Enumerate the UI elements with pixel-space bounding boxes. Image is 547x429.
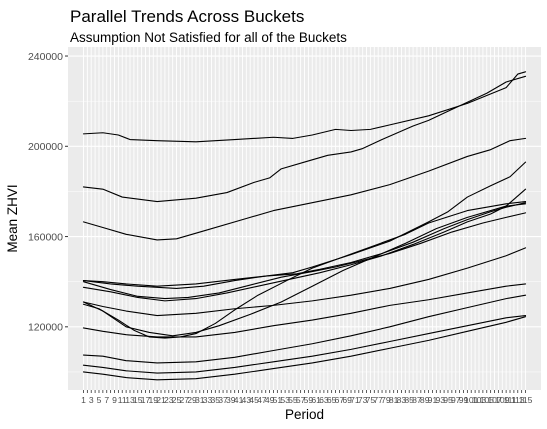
x-tick-label: 87 bbox=[412, 395, 422, 405]
x-tick-label: 19 bbox=[148, 395, 158, 405]
x-tick-label: 101 bbox=[464, 395, 479, 405]
x-tick-label: 81 bbox=[389, 395, 399, 405]
series-line-11 bbox=[82, 283, 527, 338]
x-tick-label: 107 bbox=[487, 395, 502, 405]
x-tick-label: 35 bbox=[211, 395, 221, 405]
x-tick-label: 1 bbox=[81, 395, 86, 405]
x-tick-label: 59 bbox=[304, 395, 314, 405]
x-tick-label: 3 bbox=[89, 395, 94, 405]
series-line-10 bbox=[82, 247, 527, 317]
series-line-8 bbox=[82, 202, 527, 287]
x-tick-label: 83 bbox=[397, 395, 407, 405]
x-tick-label: 93 bbox=[435, 395, 445, 405]
x-tick-label: 55 bbox=[288, 395, 298, 405]
x-tick-label: 113 bbox=[511, 395, 525, 405]
x-tick-label: 29 bbox=[187, 395, 197, 405]
series-line-2 bbox=[82, 75, 527, 203]
series-line-4 bbox=[82, 161, 527, 289]
x-tick-label: 97 bbox=[451, 395, 461, 405]
x-tick-label: 109 bbox=[495, 395, 510, 405]
x-tick-label: 89 bbox=[420, 395, 430, 405]
series-layer bbox=[82, 71, 527, 381]
x-tick-label: 63 bbox=[319, 395, 329, 405]
x-tick-label: 61 bbox=[311, 395, 321, 405]
series-line-9 bbox=[82, 203, 527, 302]
x-tick-label: 21 bbox=[156, 395, 166, 405]
series-line-5 bbox=[82, 201, 527, 339]
x-tick-label: 33 bbox=[203, 395, 213, 405]
x-tick-label: 41 bbox=[234, 395, 244, 405]
x-tick-label: 115 bbox=[519, 395, 533, 405]
x-tick-label: 71 bbox=[350, 395, 360, 405]
x-tick-label: 51 bbox=[273, 395, 283, 405]
x-tick-label: 43 bbox=[242, 395, 252, 405]
series-line-12 bbox=[82, 294, 527, 364]
y-tick-label: 200000 bbox=[28, 141, 63, 153]
y-axis: 120000 160000 200000 240000 bbox=[28, 51, 68, 334]
x-tick-label: 79 bbox=[381, 395, 391, 405]
x-tick-label: 67 bbox=[335, 395, 345, 405]
series-line-1 bbox=[82, 71, 527, 143]
x-tick-label: 9 bbox=[112, 395, 117, 405]
x-tick-label: 57 bbox=[296, 395, 306, 405]
chart-subtitle: Assumption Not Satisfied for all of the … bbox=[70, 30, 347, 45]
x-tick-label: 65 bbox=[327, 395, 337, 405]
series-line-7 bbox=[82, 212, 527, 300]
x-tick-label: 37 bbox=[218, 395, 228, 405]
y-tick-label: 240000 bbox=[28, 51, 63, 63]
x-tick-label: 11 bbox=[118, 395, 127, 405]
x-tick-label: 17 bbox=[141, 395, 151, 405]
x-tick-label: 105 bbox=[480, 395, 495, 405]
x-tick-label: 47 bbox=[257, 395, 267, 405]
x-axis: 1 3 5 7 9 11131517192123252729313335373941434… bbox=[81, 390, 533, 405]
x-tick-label: 99 bbox=[459, 395, 469, 405]
x-tick-label: 85 bbox=[404, 395, 414, 405]
x-tick-label: 5 bbox=[97, 395, 102, 405]
y-axis-title: Mean ZHVI bbox=[5, 184, 20, 252]
x-axis-title: Period bbox=[285, 407, 324, 422]
x-tick-label: 13 bbox=[125, 395, 135, 405]
x-tick-label: 91 bbox=[428, 395, 438, 405]
series-line-3 bbox=[82, 137, 527, 241]
series-line-13 bbox=[82, 314, 527, 374]
x-tick-label: 15 bbox=[133, 395, 143, 405]
series-line-6 bbox=[82, 188, 527, 337]
x-tick-label: 25 bbox=[172, 395, 182, 405]
y-tick-label: 120000 bbox=[28, 322, 63, 334]
x-tick-label: 45 bbox=[249, 395, 259, 405]
x-tick-label: 23 bbox=[164, 395, 174, 405]
x-tick-label: 77 bbox=[373, 395, 383, 405]
y-tick-label: 160000 bbox=[28, 231, 63, 243]
x-tick-label: 39 bbox=[226, 395, 236, 405]
x-tick-label: 75 bbox=[366, 395, 376, 405]
series-line-14 bbox=[82, 316, 527, 381]
x-tick-label: 27 bbox=[180, 395, 190, 405]
x-tick-label: 95 bbox=[443, 395, 453, 405]
x-tick-label: 31 bbox=[195, 395, 205, 405]
x-tick-label: 53 bbox=[280, 395, 290, 405]
x-tick-label: 7 bbox=[104, 395, 109, 405]
x-tick-label: 49 bbox=[265, 395, 275, 405]
x-tick-label: 73 bbox=[358, 395, 368, 405]
x-tick-label: 69 bbox=[342, 395, 352, 405]
chart-title: Parallel Trends Across Buckets bbox=[70, 7, 304, 26]
x-tick-label: 111 bbox=[503, 395, 516, 405]
x-tick-label: 103 bbox=[472, 395, 487, 405]
